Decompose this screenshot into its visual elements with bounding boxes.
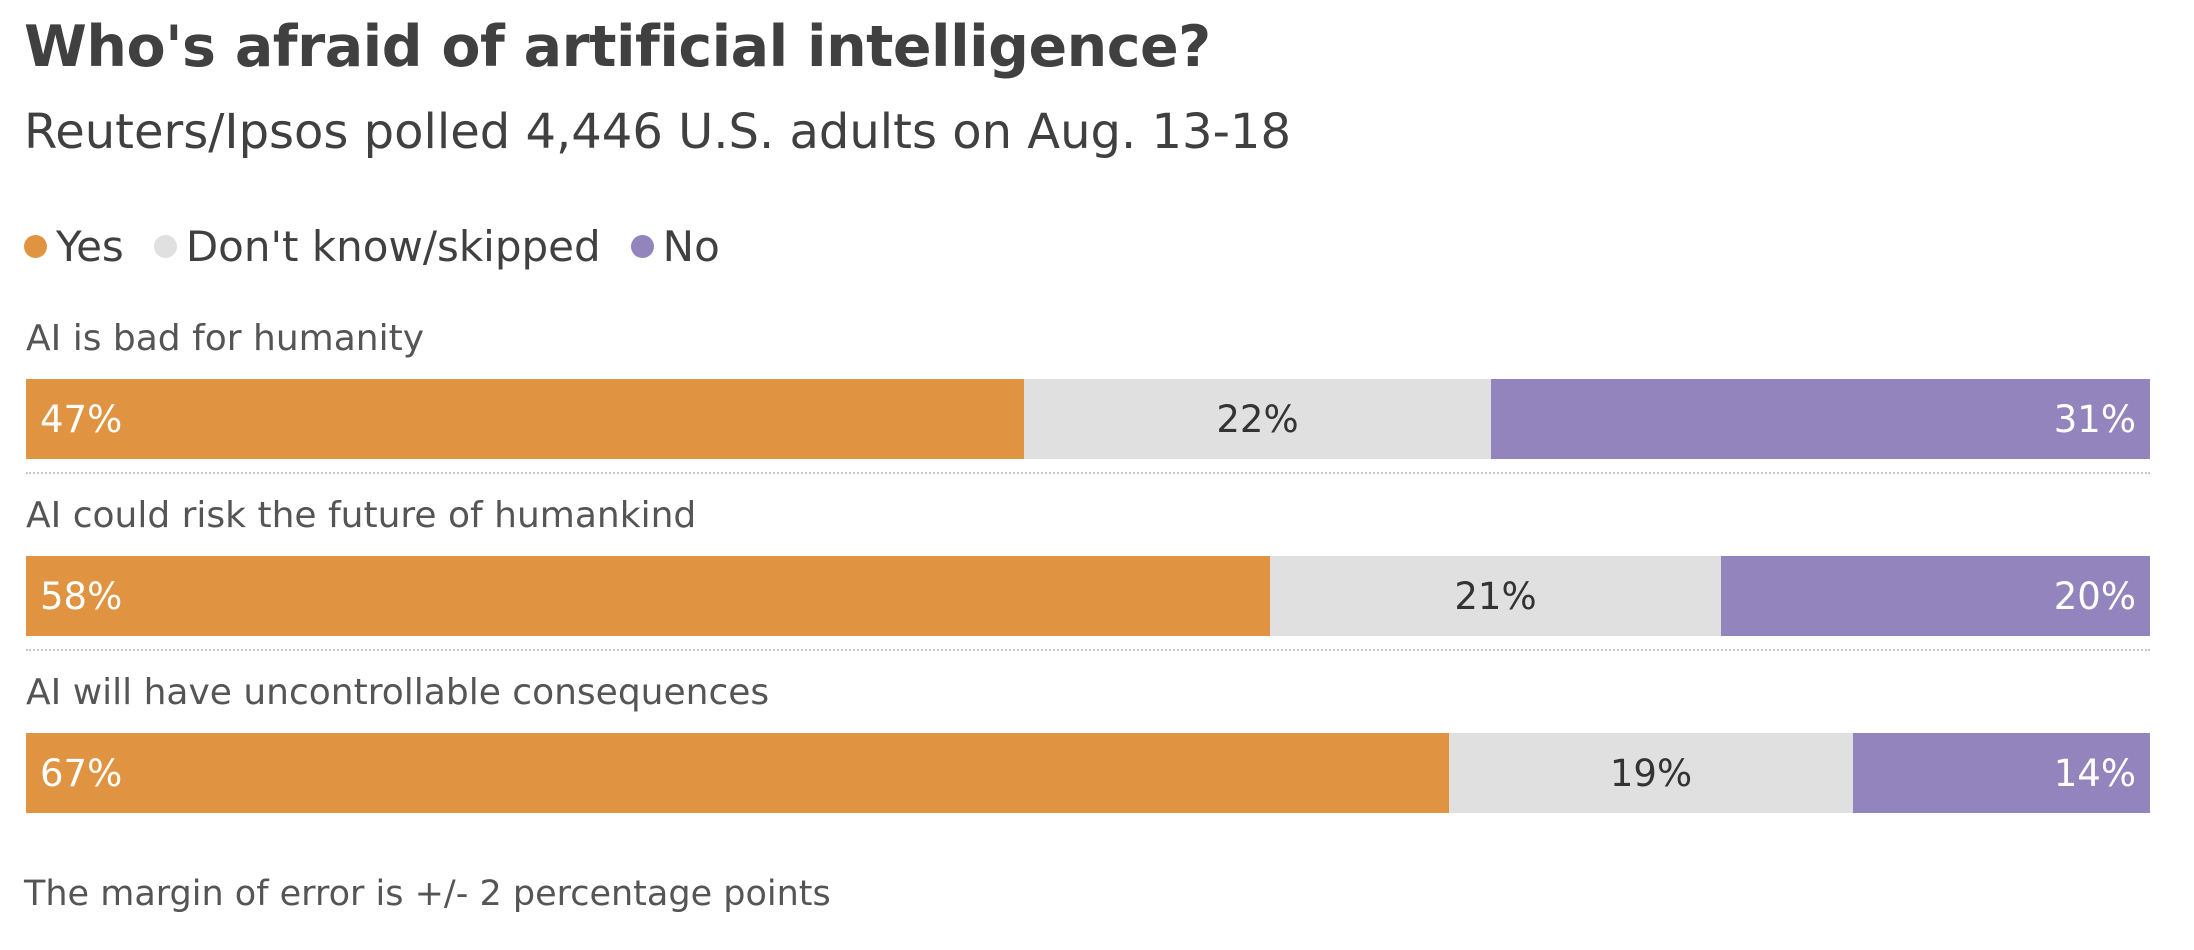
bar-segment-yes: 47% [26, 379, 1024, 459]
row-divider [26, 472, 2150, 474]
legend-item-no: No [630, 221, 720, 271]
category-label: AI will have uncontrollable consequences [26, 672, 770, 713]
stacked-bar: 58% 21% 20% [26, 556, 2150, 636]
legend-label: Yes [56, 221, 124, 271]
category-label: AI could risk the future of humankind [26, 495, 697, 536]
chart-subtitle: Reuters/Ipsos polled 4,446 U.S. adults o… [24, 104, 1291, 160]
legend-label: Don't know/skipped [185, 221, 601, 271]
category-label: AI is bad for humanity [26, 318, 425, 359]
stacked-bar-chart: AI is bad for humanity 47% 22% 31% AI could … [26, 318, 2150, 818]
bar-segment-yes: 67% [26, 733, 1449, 813]
legend-swatch-yes [24, 234, 47, 258]
stacked-bar: 67% 19% 14% [26, 733, 2150, 813]
legend-swatch-dont-know [153, 234, 177, 258]
bar-segment-dont-know: 22% [1024, 379, 1491, 459]
legend-item-yes: Yes [24, 222, 124, 271]
legend-swatch-no [630, 234, 654, 258]
bar-segment-no: 20% [1721, 556, 2150, 636]
bar-segment-dont-know: 19% [1449, 733, 1853, 813]
legend-label: No [662, 221, 720, 271]
bar-segment-no: 31% [1491, 379, 2150, 459]
bar-segment-no: 14% [1853, 733, 2150, 813]
stacked-bar: 47% 22% 31% [26, 379, 2150, 459]
bar-segment-dont-know: 21% [1270, 556, 1721, 636]
row-divider [26, 649, 2150, 651]
chart-title: Who's afraid of artificial intelligence? [24, 14, 1211, 80]
legend-item-dont-know: Don't know/skipped [153, 221, 601, 271]
chart-legend: Yes Don't know/skipped No [24, 218, 750, 274]
bar-segment-yes: 58% [26, 556, 1270, 636]
margin-of-error-note: The margin of error is +/- 2 percentage … [24, 874, 831, 914]
